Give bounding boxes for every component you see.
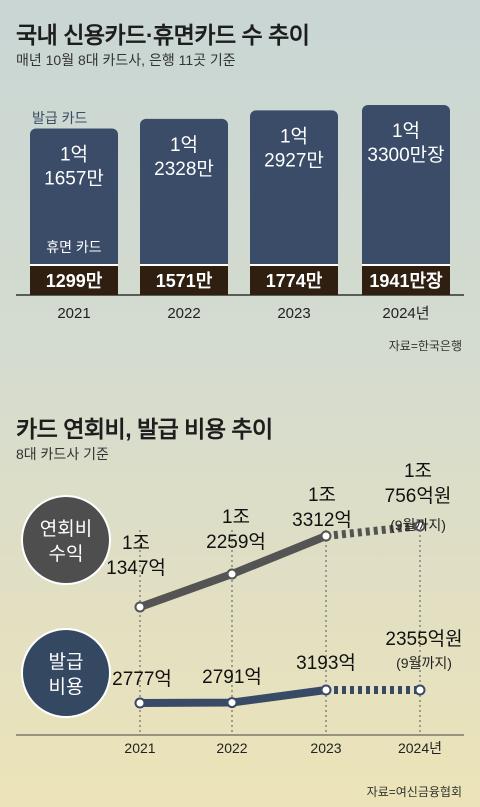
- issuance-cost-value-label: 2355억원: [385, 628, 462, 650]
- dormant-card-bar: [30, 265, 118, 295]
- issued-card-value-label: 1억: [170, 134, 198, 156]
- issued-card-bar-bottom: [362, 257, 450, 267]
- issuance-cost-note: (9월까지): [396, 655, 452, 671]
- issued-card-bar-bottom: [250, 257, 338, 267]
- annual-fee-revenue-point: [226, 568, 238, 580]
- issued-card-bar: [250, 110, 338, 265]
- x-tick-label: 2023: [310, 740, 341, 756]
- line-chart-subtitle: 8대 카드사 기준: [16, 446, 109, 462]
- dormant-card-bar: [250, 265, 338, 295]
- line-chart-source: 자료=여신금융협회: [366, 785, 462, 799]
- bar-chart-subtitle: 매년 10월 8대 카드사, 은행 11곳 기준: [16, 52, 236, 68]
- issuance-cost-point: [320, 684, 332, 696]
- dormant-card-bar: [362, 265, 450, 295]
- bar-chart: 1억1657만1299만20211억2328만1571만20221억2927만1…: [16, 105, 464, 322]
- annual-fee-revenue-point: [134, 601, 146, 613]
- issued-card-value-label: 2328만: [154, 158, 214, 180]
- issuance-cost-point: [414, 684, 426, 696]
- dormant-card-value-label: 1299만: [46, 271, 103, 291]
- dormant-card-value-label: 1774만: [266, 271, 323, 291]
- line-chart-title: 카드 연회비, 발급 비용 추이: [16, 416, 273, 442]
- x-tick-label: 2024년: [398, 740, 442, 756]
- bar-chart-title: 국내 신용카드·휴면카드 수 추이: [16, 22, 310, 48]
- x-tick-label: 2024년: [382, 305, 429, 322]
- annual-fee-revenue-point: [414, 520, 426, 532]
- issued-card-value-label: 2927만: [264, 149, 324, 171]
- x-tick-label: 2021: [124, 740, 155, 756]
- annual-fee-note: (9월까지): [390, 517, 446, 533]
- issued-card-value-label: 1억: [392, 120, 420, 142]
- issuance-cost-value-label: 2777억: [112, 668, 172, 690]
- dormant-card-bar: [140, 265, 228, 295]
- badge-label: 발급: [49, 651, 84, 673]
- bar-chart-source: 자료=한국은행: [388, 339, 462, 353]
- issued-card-value-label: 1억: [60, 143, 88, 165]
- x-tick-label: 2023: [277, 305, 310, 322]
- issuance-cost-value-label: 3193억: [296, 652, 356, 674]
- annual-fee-revenue-point: [320, 530, 332, 542]
- x-tick-label: 2021: [57, 305, 90, 322]
- issued-card-bar: [30, 128, 118, 265]
- annual-fee-value-label: 756억원: [385, 485, 452, 507]
- dormant-card-value-label: 1941만장: [369, 271, 443, 291]
- issued-card-value-label: 1억: [280, 125, 308, 147]
- x-tick-label: 2022: [216, 740, 247, 756]
- issued-card-value-label: 1657만: [44, 167, 104, 189]
- line-chart: 1조 1347억 1조 2259억 1조 3312억 1조 756억원 (9월까지) 2777억 2…: [16, 461, 464, 756]
- annual-fee-value-label: 2259억: [206, 531, 266, 553]
- issued-card-bar-bottom: [140, 257, 228, 267]
- issued-card-value-label: 3300만장: [367, 144, 444, 166]
- x-tick-label: 2022: [167, 305, 200, 322]
- issuance-cost-badge: [21, 628, 111, 718]
- badge-label: 비용: [49, 676, 84, 698]
- annual-fee-value-label: 1조: [308, 485, 336, 506]
- issuance-cost-value-label: 2791억: [202, 666, 262, 688]
- annual-fee-value-label: 1347억: [106, 557, 166, 579]
- issued-card-bar-bottom: [30, 257, 118, 267]
- issuance-cost-point: [226, 697, 238, 709]
- annual-fee-value-label: 1조: [404, 461, 432, 482]
- issued-card-legend-label: 발급 카드: [32, 110, 88, 126]
- dormant-card-legend-label: 휴면 카드: [46, 239, 102, 255]
- annual-fee-value-label: 1조: [122, 533, 150, 554]
- issued-card-bar: [362, 105, 450, 265]
- annual-fee-value-label: 1조: [222, 507, 250, 528]
- badge-label: 수익: [49, 543, 84, 565]
- annual-fee-badge: [21, 495, 111, 585]
- issued-card-bar: [140, 118, 228, 265]
- issuance-cost-point: [134, 697, 146, 709]
- dormant-card-value-label: 1571만: [156, 271, 213, 291]
- badge-label: 연회비: [40, 518, 92, 540]
- annual-fee-value-label: 3312억: [292, 509, 352, 531]
